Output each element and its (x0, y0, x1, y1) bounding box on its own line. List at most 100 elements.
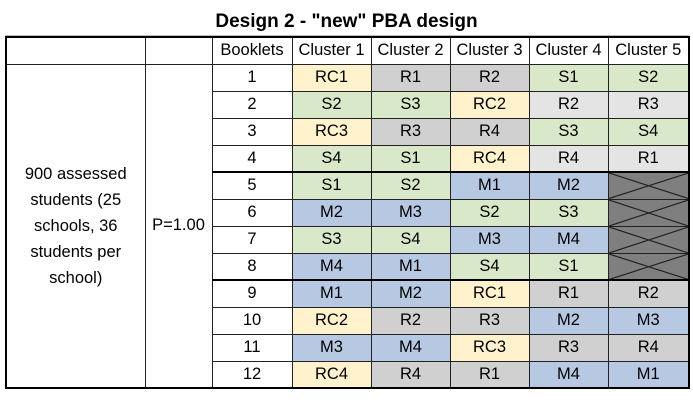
cluster-cell: R2 (607, 279, 690, 308)
cluster-cell: S3 (528, 198, 609, 227)
cluster-cell: R1 (528, 279, 609, 308)
table-row: 5 S1 S2 M1 M2 (6, 171, 690, 200)
header-row: Booklets Cluster 1 Cluster 2 Cluster 3 C… (5, 36, 690, 65)
title-divider (5, 35, 689, 36)
cluster-cell: S4 (370, 225, 451, 254)
cluster-cell: RC4 (449, 144, 530, 173)
cluster-cell: M2 (528, 306, 609, 335)
cluster-cell: RC2 (449, 90, 530, 119)
booklet-number: 11 (211, 333, 293, 362)
cluster-cell: R3 (370, 117, 451, 146)
cluster-cell: R1 (449, 360, 530, 389)
cluster-cell: RC2 (291, 306, 372, 335)
cluster-cell: S2 (449, 198, 530, 227)
table-row: 7 S3 S4 M3 M4 (6, 225, 690, 254)
cluster-cell: S1 (528, 252, 609, 281)
cluster-cell: M1 (291, 279, 372, 308)
header-cluster-2: Cluster 2 (370, 36, 451, 65)
cluster-cell: RC1 (291, 63, 372, 92)
cluster-cell: S3 (370, 90, 451, 119)
empty-cluster-cell (607, 252, 690, 281)
table-row: 8 M4 M1 S4 S1 (6, 252, 690, 281)
cluster-cell: M4 (528, 225, 609, 254)
booklet-number: 3 (211, 117, 293, 146)
cluster-cell: S1 (370, 144, 451, 173)
header-corner-probability (144, 36, 213, 65)
cluster-cell: M3 (291, 333, 372, 362)
cluster-cell: M1 (607, 360, 690, 389)
header-cluster-5: Cluster 5 (607, 36, 690, 65)
cluster-cell: M2 (528, 171, 609, 200)
table-row: 10 RC2 R2 R3 M2 M3 (6, 306, 690, 335)
cluster-cell: R1 (607, 144, 690, 173)
table-row: 3 RC3 R3 R4 S3 S4 (6, 117, 690, 146)
cluster-cell: M3 (370, 198, 451, 227)
cross-icon (609, 227, 689, 253)
cluster-cell: R3 (607, 90, 690, 119)
header-cluster-1: Cluster 1 (291, 36, 372, 65)
cluster-cell: R4 (528, 144, 609, 173)
cluster-cell: S2 (291, 90, 372, 119)
cluster-cell: S2 (370, 171, 451, 200)
booklet-number: 8 (211, 252, 293, 281)
population-label: 900 assessed students (25 schools, 36 st… (5, 63, 146, 389)
empty-cluster-cell (607, 198, 690, 227)
cluster-cell: S3 (291, 225, 372, 254)
empty-cluster-cell (607, 171, 690, 200)
booklet-number: 12 (211, 360, 293, 389)
table-body: Booklets Cluster 1 Cluster 2 Cluster 3 C… (5, 36, 690, 389)
table-row: 6 M2 M3 S2 S3 (6, 198, 690, 227)
table-row: 11 M3 M4 RC3 R3 R4 (6, 333, 690, 362)
cluster-cell: S2 (607, 63, 690, 92)
cluster-cell: RC3 (449, 333, 530, 362)
probability-label: P=1.00 (144, 63, 213, 389)
cluster-cell: RC3 (291, 117, 372, 146)
booklet-number: 7 (211, 225, 293, 254)
cluster-cell: S4 (607, 117, 690, 146)
header-corner-population (5, 36, 146, 65)
cluster-cell: S1 (291, 171, 372, 200)
booklet-number: 6 (211, 198, 293, 227)
cluster-cell: R2 (370, 306, 451, 335)
booklet-number: 1 (211, 63, 293, 92)
booklet-number: 4 (211, 144, 293, 173)
cluster-cell: R1 (370, 63, 451, 92)
booklet-number: 10 (211, 306, 293, 335)
cluster-cell: R2 (449, 63, 530, 92)
table-row: 9 M1 M2 RC1 R1 R2 (6, 279, 690, 308)
cluster-cell: S4 (291, 144, 372, 173)
cluster-cell: R4 (449, 117, 530, 146)
header-cluster-4: Cluster 4 (528, 36, 609, 65)
cross-icon (609, 173, 689, 199)
cluster-cell: M1 (370, 252, 451, 281)
cluster-cell: M3 (449, 225, 530, 254)
cluster-cell: S4 (449, 252, 530, 281)
booklet-number: 9 (211, 279, 293, 308)
header-cluster-3: Cluster 3 (449, 36, 530, 65)
cluster-cell: M4 (370, 333, 451, 362)
page-title: Design 2 - "new" PBA design (215, 11, 478, 32)
cross-icon (609, 254, 689, 280)
cluster-cell: M2 (370, 279, 451, 308)
cluster-cell: M4 (528, 360, 609, 389)
cluster-cell: M3 (607, 306, 690, 335)
header-booklets: Booklets (211, 36, 293, 65)
table-row: 12 RC4 R4 R1 M4 M1 (6, 360, 690, 389)
cluster-cell: S3 (528, 117, 609, 146)
booklet-design-table: Booklets Cluster 1 Cluster 2 Cluster 3 C… (5, 36, 690, 389)
cluster-cell: M2 (291, 198, 372, 227)
empty-cluster-cell (607, 225, 690, 254)
booklet-number: 2 (211, 90, 293, 119)
cluster-cell: R2 (528, 90, 609, 119)
cluster-cell: RC1 (449, 279, 530, 308)
cluster-cell: S1 (528, 63, 609, 92)
cluster-cell: R3 (528, 333, 609, 362)
table-row: 2 S2 S3 RC2 R2 R3 (6, 90, 690, 119)
cluster-cell: R4 (370, 360, 451, 389)
cluster-cell: R4 (607, 333, 690, 362)
table-row: 4 S4 S1 RC4 R4 R1 (6, 144, 690, 173)
table-row: 900 assessed students (25 schools, 36 st… (5, 63, 690, 389)
booklet-number: 5 (211, 171, 293, 200)
cluster-cell: RC4 (291, 360, 372, 389)
cluster-cell: R3 (449, 306, 530, 335)
